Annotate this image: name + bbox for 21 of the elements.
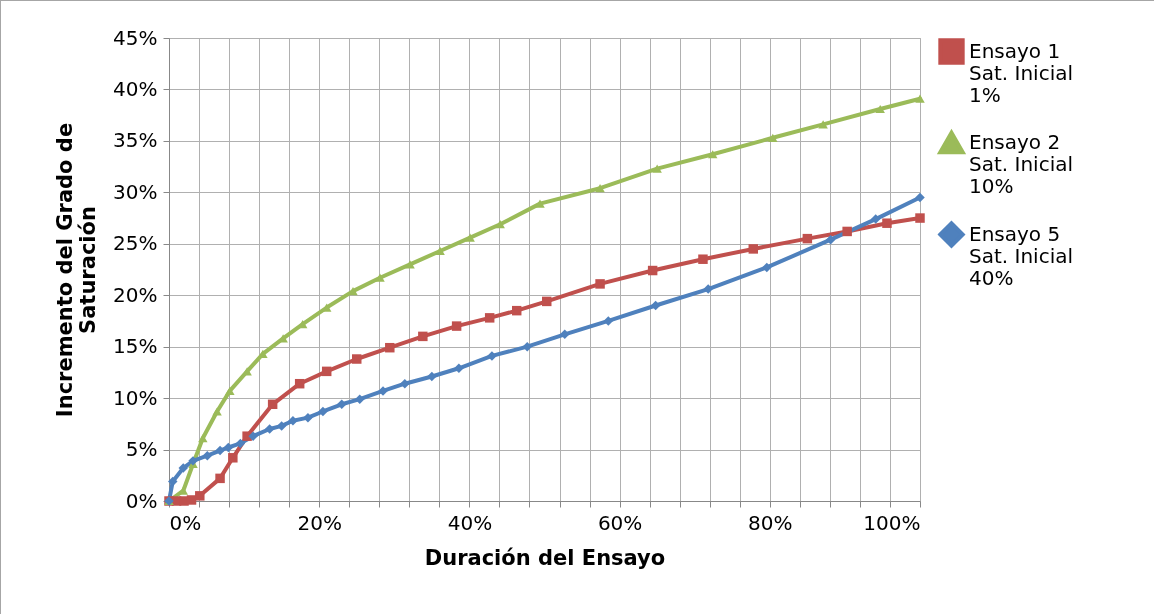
x-tick-label: 20%: [297, 510, 342, 535]
y-tick-label: 0%: [125, 488, 158, 513]
y-tick-label: 15%: [113, 334, 158, 359]
x-tick-label: 100%: [863, 510, 921, 535]
y-tick-label: 25%: [113, 231, 158, 256]
legend-label: Ensayo 1 Sat. Inicial 1%: [969, 38, 1074, 107]
legend-label: Ensayo 5 Sat. Inicial 40%: [969, 221, 1074, 290]
y-tick-label: 30%: [113, 179, 158, 204]
x-tick-label: 40%: [447, 510, 493, 535]
x-tick-label: 80%: [748, 510, 793, 535]
y-tick-label: 5%: [125, 437, 158, 462]
y-tick-label: 40%: [113, 76, 158, 101]
y-tick-label: 10%: [113, 385, 158, 410]
x-tick-label: 60%: [597, 510, 643, 535]
y-tick-label: 45%: [113, 25, 158, 50]
y-axis-title: Incremento del Grado de Saturación: [53, 122, 101, 418]
x-axis-title: Duración del Ensayo: [424, 545, 666, 570]
legend-label: Ensayo 2 Sat. Inicial 10%: [969, 129, 1074, 198]
y-tick-label: 20%: [113, 282, 158, 307]
y-tick-label: 35%: [113, 128, 158, 153]
x-tick-label: 0%: [169, 510, 202, 535]
